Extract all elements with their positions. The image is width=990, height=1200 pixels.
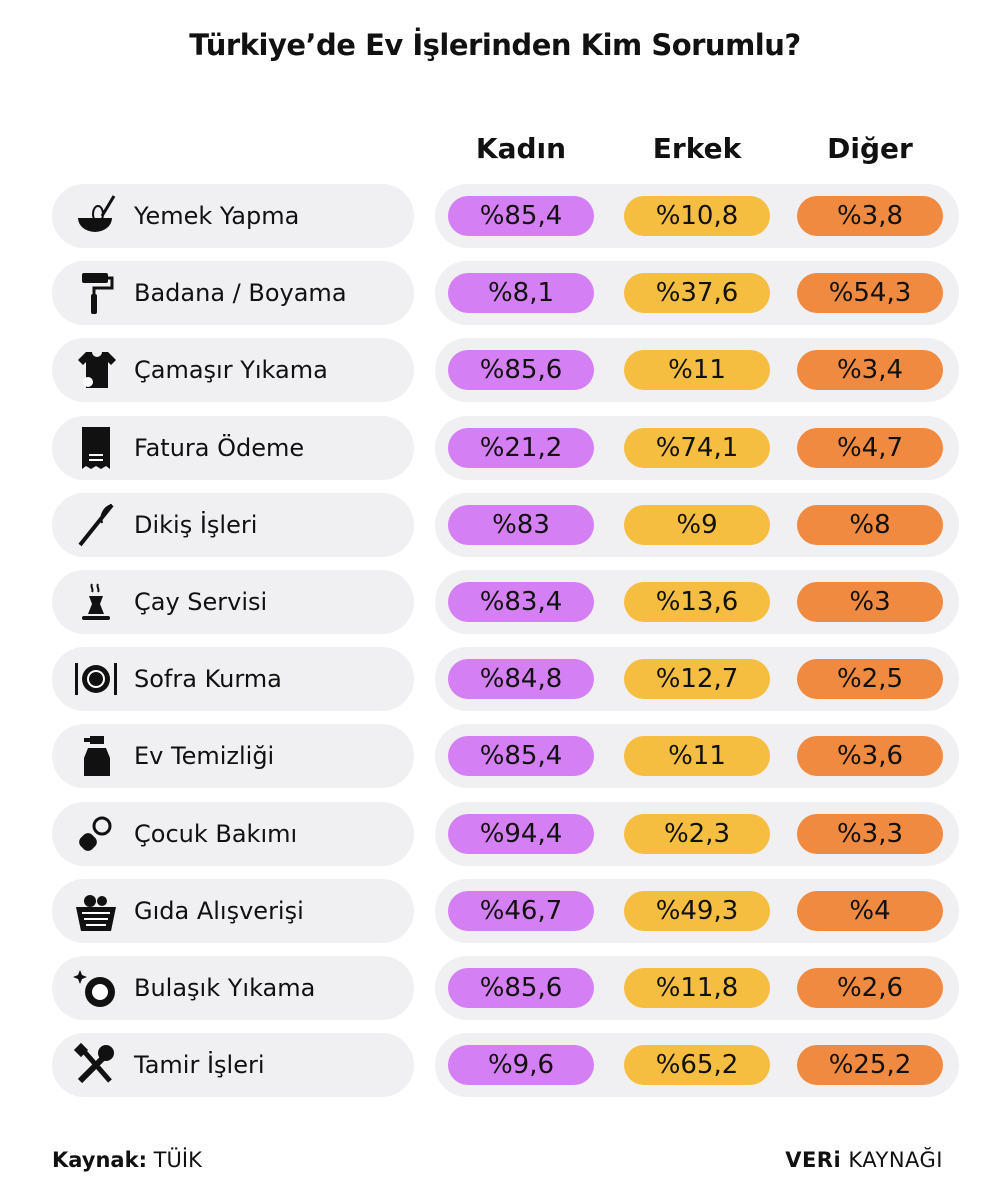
row-label: Bulaşık Yıkama bbox=[134, 974, 316, 1002]
value-pill: %11 bbox=[624, 350, 770, 391]
value-pill: %3 bbox=[797, 582, 943, 622]
value-pill: %2,5 bbox=[797, 659, 943, 700]
value-pill: %85,6 bbox=[448, 968, 594, 1008]
row-icon bbox=[84, 736, 110, 777]
row-icon bbox=[78, 503, 114, 547]
value-pill: %49,3 bbox=[624, 890, 770, 931]
row-label-bg bbox=[52, 261, 414, 326]
row-label: Çay Servisi bbox=[134, 588, 268, 616]
value-pill: %74,1 bbox=[624, 427, 770, 468]
row-icon bbox=[76, 894, 116, 931]
row-label: Ev Temizliği bbox=[134, 742, 275, 771]
value-pill: %9 bbox=[624, 504, 770, 545]
brand-rest: KAYNAĞI bbox=[848, 1148, 943, 1172]
row-label-bg bbox=[52, 415, 414, 480]
value-pill: %2,6 bbox=[797, 968, 943, 1008]
value-pill: %65,2 bbox=[624, 1045, 770, 1086]
value-pill: %84,8 bbox=[448, 659, 594, 700]
title: Türkiye’de Ev İşlerinden Kim Sorumlu? bbox=[189, 28, 801, 62]
value-pill: %10,8 bbox=[624, 196, 770, 236]
value-pill: %21,2 bbox=[448, 427, 594, 468]
row-label-bg bbox=[52, 570, 414, 634]
brand: VERi KAYNAĞI bbox=[785, 1148, 943, 1172]
value-pill: %11 bbox=[624, 736, 770, 777]
value-pill: %85,6 bbox=[448, 350, 594, 391]
row-label: Fatura Ödeme bbox=[134, 433, 305, 462]
row-label: Sofra Kurma bbox=[134, 665, 282, 694]
row-label: Gıda Alışverişi bbox=[134, 896, 304, 925]
row-icon bbox=[82, 583, 110, 620]
row-icon bbox=[75, 663, 117, 696]
value-pill: %4 bbox=[797, 890, 943, 931]
row-icon bbox=[82, 426, 110, 469]
row-label: Çocuk Bakımı bbox=[134, 819, 298, 848]
row-icon bbox=[73, 970, 115, 1007]
row-label: Yemek Yapma bbox=[134, 202, 300, 230]
row-label: Çamaşır Yıkama bbox=[134, 356, 328, 385]
row-label: Tamir İşleri bbox=[134, 1051, 265, 1080]
row-label-bg bbox=[52, 801, 414, 866]
value-pill: %83 bbox=[448, 504, 594, 545]
value-pill: %13,6 bbox=[624, 582, 770, 622]
value-pill: %2,3 bbox=[624, 813, 770, 854]
row-label-bg bbox=[52, 1033, 414, 1098]
column-header: Kadın bbox=[475, 132, 567, 165]
row-label-bg bbox=[52, 492, 414, 557]
value-pill: %3,8 bbox=[797, 196, 943, 236]
brand-bold: VERi bbox=[785, 1148, 842, 1172]
value-pill: %85,4 bbox=[448, 736, 594, 777]
value-pill: %8 bbox=[797, 504, 943, 545]
column-header: Diğer bbox=[827, 132, 913, 165]
value-pill: %46,7 bbox=[448, 890, 594, 931]
row-icon bbox=[78, 195, 116, 232]
value-pill: %4,7 bbox=[797, 427, 943, 468]
value-pill: %8,1 bbox=[448, 273, 594, 314]
value-pill: %83,4 bbox=[448, 582, 594, 622]
value-pill: %11,8 bbox=[624, 968, 770, 1008]
row-label: Dikiş İşleri bbox=[134, 510, 258, 539]
value-pill: %3,6 bbox=[797, 736, 943, 777]
value-pill: %9,6 bbox=[448, 1045, 594, 1086]
row-label-bg bbox=[52, 184, 414, 248]
row-icon bbox=[78, 352, 116, 389]
row-label: Badana / Boyama bbox=[134, 279, 347, 308]
row-label-bg bbox=[52, 724, 414, 789]
row-icon bbox=[82, 273, 114, 315]
value-pill: %3,3 bbox=[797, 813, 943, 854]
value-pill: %25,2 bbox=[797, 1045, 943, 1086]
value-pill: %85,4 bbox=[448, 196, 594, 236]
column-header: Erkek bbox=[652, 132, 742, 165]
value-pill: %3,4 bbox=[797, 350, 943, 391]
row-icon bbox=[79, 816, 112, 851]
row-label-bg bbox=[52, 647, 414, 712]
value-pill: %37,6 bbox=[624, 273, 770, 314]
value-pill: %54,3 bbox=[797, 273, 943, 314]
source-name: TÜİK bbox=[153, 1148, 202, 1172]
row-icon bbox=[73, 1043, 114, 1084]
value-pill: %94,4 bbox=[448, 813, 594, 854]
row-label-bg bbox=[52, 338, 414, 403]
source: Kaynak: TÜİK bbox=[52, 1148, 202, 1172]
source-label: Kaynak: bbox=[52, 1148, 147, 1172]
value-pill: %12,7 bbox=[624, 659, 770, 700]
